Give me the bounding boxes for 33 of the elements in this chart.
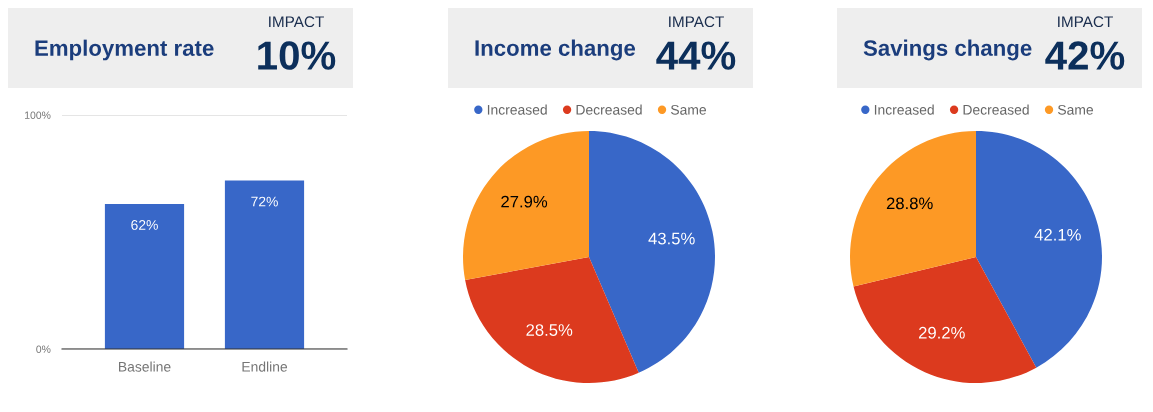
chart-title: Employment rate <box>35 39 214 61</box>
data-label: 27.9% <box>501 195 548 208</box>
legend-label: Increased <box>487 104 547 115</box>
x-tick-label: Baseline <box>119 361 171 372</box>
text: 44% <box>656 41 736 70</box>
text: IMPACT <box>669 16 724 28</box>
x-tick-label: Endline <box>242 361 288 372</box>
data-label: 29.2% <box>918 326 965 339</box>
text: 10% <box>258 41 336 70</box>
data-label: 43.5% <box>648 232 695 245</box>
text: IMPACT <box>1058 16 1113 28</box>
data-label: 72% <box>251 196 278 207</box>
pie-slice <box>850 131 976 287</box>
text: IMPACT <box>269 16 324 28</box>
pie-slice <box>463 131 589 281</box>
chart-title: Income change <box>475 39 636 61</box>
y-tick-label: 100% <box>25 111 51 119</box>
text: 42% <box>1045 41 1125 70</box>
chart-title: Savings change <box>863 39 1032 61</box>
legend-label: Increased <box>874 104 934 115</box>
pie-slice <box>976 131 1102 368</box>
data-label: 28.5% <box>526 324 573 336</box>
pie-slice <box>465 257 639 383</box>
legend-label: Decreased <box>963 104 1029 115</box>
pie-slice <box>853 257 1037 383</box>
data-label: 62% <box>131 220 158 230</box>
data-label: 42.1% <box>1034 228 1081 241</box>
data-label: 28.8% <box>886 197 933 210</box>
legend-label: Decreased <box>576 104 642 115</box>
legend-label: Same <box>1057 104 1094 115</box>
y-tick-label: 0% <box>36 345 51 353</box>
pie-slice <box>589 131 715 373</box>
legend-label: Same <box>670 104 707 115</box>
